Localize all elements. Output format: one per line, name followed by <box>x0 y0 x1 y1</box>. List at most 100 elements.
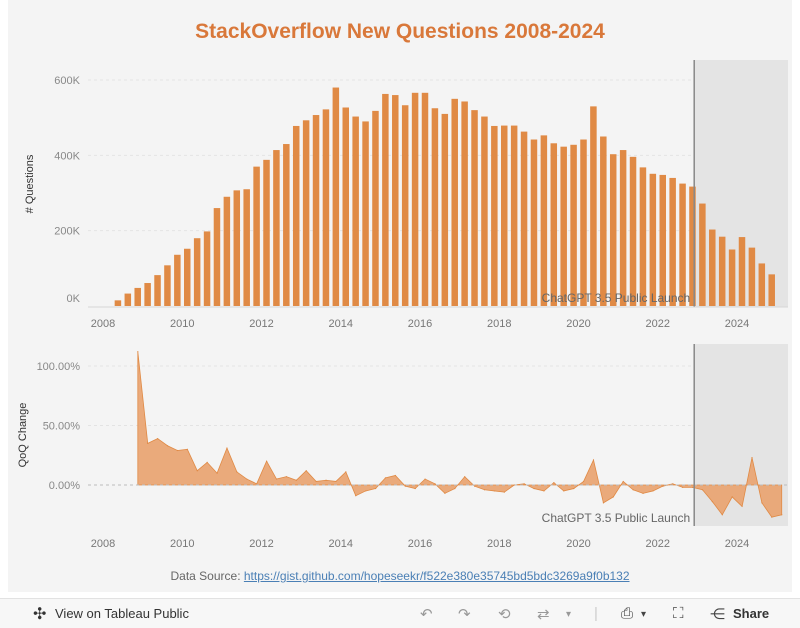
bottom-x-tick-label: 2018 <box>487 538 511 550</box>
qoq-point <box>315 480 317 483</box>
qoq-point <box>157 437 159 440</box>
question-bar <box>332 87 340 307</box>
qoq-point <box>275 478 278 480</box>
download-icon[interactable]: ⎙ <box>621 605 634 622</box>
question-bar <box>263 159 270 306</box>
qoq-point <box>672 483 674 485</box>
undo-icon[interactable]: ↶ <box>420 606 433 623</box>
question-bar <box>124 293 132 306</box>
bottom-y-tick-label: 0.00% <box>49 480 80 492</box>
question-bar <box>431 108 439 306</box>
qoq-point <box>731 496 733 498</box>
question-bar <box>223 196 231 306</box>
qoq-point <box>691 486 694 488</box>
question-bar <box>283 144 290 306</box>
qoq-point <box>236 471 238 473</box>
question-bar <box>590 106 597 306</box>
question-bar <box>510 125 518 307</box>
question-bar <box>669 177 676 306</box>
qoq-point <box>325 479 327 481</box>
question-bar <box>461 101 468 306</box>
qoq-point <box>682 486 684 488</box>
toolbar-divider: | <box>594 605 598 622</box>
question-bar <box>362 121 369 306</box>
qoq-point <box>533 487 535 490</box>
question-bar <box>560 146 567 306</box>
qoq-point <box>642 492 644 494</box>
question-bar <box>718 236 726 306</box>
download-dropdown-icon[interactable]: ▾ <box>641 609 647 620</box>
qoq-point <box>761 502 763 504</box>
question-bar <box>600 136 607 306</box>
qoq-point <box>474 485 476 487</box>
question-bar <box>768 274 775 306</box>
qoq-point <box>662 485 664 487</box>
qoq-point <box>424 478 426 480</box>
qoq-point <box>374 487 377 490</box>
qoq-point <box>206 461 208 463</box>
question-bar <box>451 98 458 306</box>
question-bar <box>233 190 241 306</box>
qoq-point <box>186 448 188 450</box>
question-bar <box>649 173 657 306</box>
qoq-point <box>781 514 783 516</box>
data-source-link[interactable]: https://gist.github.com/hopeseekr/f522e3… <box>243 569 630 583</box>
qoq-point <box>444 492 446 494</box>
questions-bar-chart: 0K 200K 400K 600K ChatGPT 3.5 Public Launch 2… <box>54 60 788 330</box>
question-bar <box>253 166 260 306</box>
qoq-point <box>721 514 723 516</box>
qoq-point <box>414 487 416 490</box>
question-bar <box>273 150 280 306</box>
bottom-x-tick-label: 2016 <box>408 538 432 550</box>
qoq-point <box>592 459 595 461</box>
question-bar <box>174 254 181 306</box>
top-x-tick-label: 2018 <box>487 318 511 330</box>
question-bar <box>501 125 508 307</box>
refresh-icon[interactable]: ⇄ <box>537 606 550 623</box>
qoq-point <box>295 479 297 481</box>
question-bar <box>352 116 359 306</box>
qoq-point <box>256 483 258 485</box>
top-y-tick-label: 0K <box>67 293 81 305</box>
pause-dropdown-icon[interactable]: ▾ <box>566 609 572 620</box>
top-x-tick-label: 2008 <box>91 318 115 330</box>
bottom-x-tick-label: 2022 <box>646 538 670 550</box>
question-bar <box>639 167 647 306</box>
bottom-x-tick-label: 2020 <box>566 538 590 550</box>
question-bar <box>609 154 617 306</box>
qoq-point <box>741 505 743 508</box>
qoq-point <box>553 482 555 484</box>
qoq-point <box>365 490 367 492</box>
top-x-tick-label: 2010 <box>170 318 194 330</box>
bottom-y-axis-label: QoQ Change <box>17 403 29 468</box>
question-bar <box>372 110 379 307</box>
top-x-tick-label: 2020 <box>566 318 590 330</box>
qoq-point <box>602 502 605 504</box>
question-bar <box>411 92 419 306</box>
redo-icon[interactable]: ↷ <box>458 606 471 623</box>
top-x-tick-label: 2024 <box>725 318 749 330</box>
question-bar <box>728 249 736 306</box>
fullscreen-icon[interactable]: ⛶ <box>673 605 684 622</box>
qoq-point <box>483 489 486 491</box>
qoq-point <box>335 480 337 483</box>
question-bar <box>213 208 221 306</box>
tableau-logo-icon: ✣ <box>33 606 47 623</box>
bottom-x-tick-label: 2014 <box>329 538 353 550</box>
question-bar <box>114 300 122 306</box>
top-y-tick-label: 400K <box>54 150 80 162</box>
qoq-point <box>246 478 248 480</box>
qoq-point <box>771 516 773 518</box>
question-bar <box>748 247 756 306</box>
question-bar <box>481 116 488 306</box>
share-button[interactable]: Share <box>733 606 770 621</box>
qoq-point <box>711 501 713 503</box>
question-bar <box>520 131 528 306</box>
share-icon[interactable]: ⋲ <box>710 606 725 623</box>
question-bar <box>342 107 349 306</box>
data-source: Data Source: https://gist.github.com/hop… <box>0 569 800 583</box>
revert-icon[interactable]: ⟲ <box>498 606 511 623</box>
question-bar <box>134 287 141 306</box>
qoq-point <box>355 495 357 497</box>
view-on-tableau-link[interactable]: View on Tableau Public <box>55 606 189 621</box>
